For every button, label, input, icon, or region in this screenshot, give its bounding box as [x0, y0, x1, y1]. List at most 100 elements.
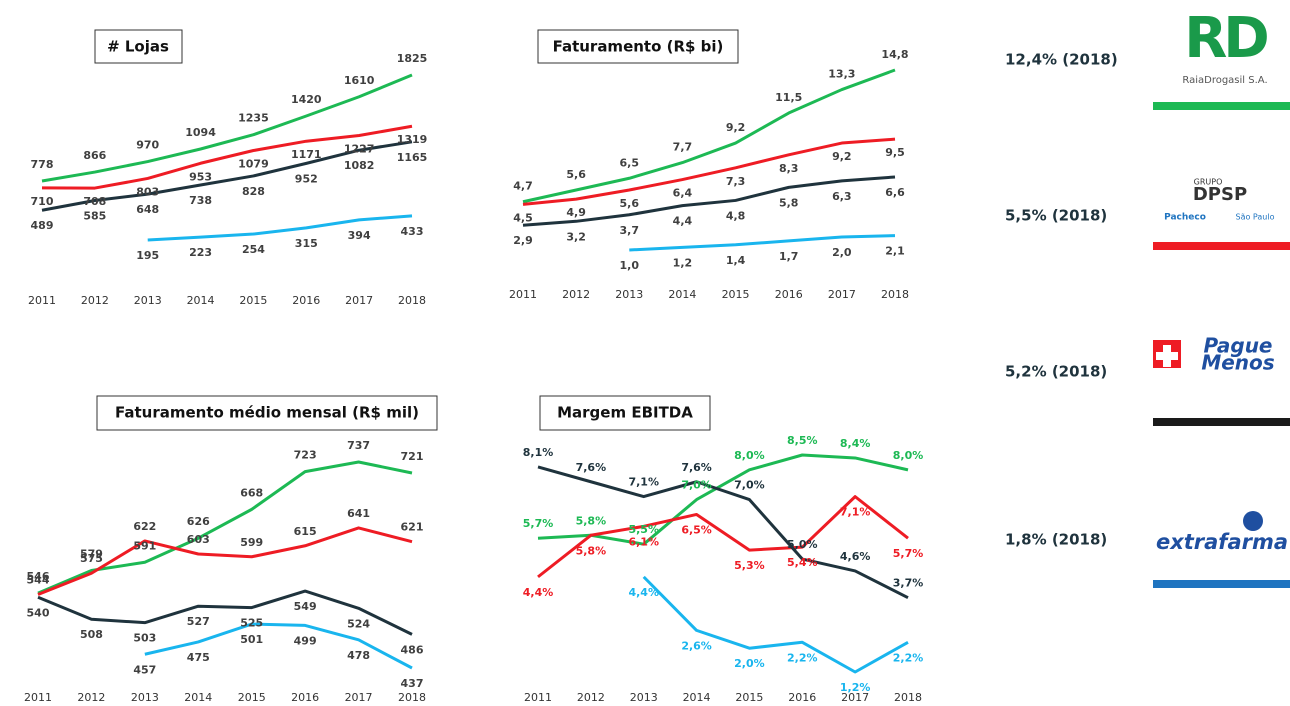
data-label: 866 [83, 149, 106, 162]
x-tick-label: 2015 [735, 691, 763, 704]
data-label: 7,1% [628, 476, 659, 489]
chart-title: Margem EBITDA [557, 404, 693, 422]
data-label: 527 [187, 615, 210, 628]
series-line [537, 465, 909, 600]
market-share: 12,4% (2018) [1005, 51, 1118, 69]
data-label: 254 [242, 243, 265, 256]
data-label: 3,7% [893, 577, 924, 590]
x-tick-label: 2015 [239, 294, 267, 307]
data-label: 2,2% [787, 651, 818, 664]
data-label: 475 [187, 651, 210, 664]
series-line [37, 526, 413, 596]
x-tick-label: 2018 [894, 691, 922, 704]
x-tick-label: 2015 [722, 288, 750, 301]
data-label: 970 [136, 139, 159, 152]
x-tick-label: 2017 [828, 288, 856, 301]
data-label: 8,4% [840, 437, 871, 450]
data-label: 4,4% [628, 586, 659, 599]
data-label: 9,5 [885, 146, 905, 159]
data-label: 14,8 [881, 48, 908, 61]
data-label: 585 [83, 210, 106, 223]
logo-text: GRUPO [1194, 178, 1223, 187]
data-label: 626 [187, 515, 210, 528]
logo-text: extrafarma [1156, 530, 1288, 554]
data-label: 803 [136, 185, 159, 198]
market-share: 5,2% (2018) [1005, 363, 1107, 381]
data-label: 8,0% [734, 449, 765, 462]
data-label: 3,2 [566, 230, 586, 243]
data-label: 5,7% [523, 517, 554, 530]
data-label: 8,3 [779, 162, 799, 175]
data-label: 499 [294, 634, 317, 647]
chart-title: Faturamento (R$ bi) [553, 38, 724, 56]
chart-title: # Lojas [107, 38, 169, 56]
x-tick-label: 2017 [345, 691, 373, 704]
data-label: 6,3 [832, 190, 852, 203]
series-line [537, 453, 909, 546]
data-label: 8,1% [523, 446, 554, 459]
data-label: 1082 [344, 159, 375, 172]
x-tick-label: 2018 [398, 294, 426, 307]
logo-text: RD [1184, 6, 1267, 71]
x-tick-label: 2011 [509, 288, 537, 301]
logo-icon [1243, 511, 1263, 531]
data-label: 738 [189, 194, 212, 207]
data-label: 5,7% [893, 547, 924, 560]
series-line [522, 68, 896, 204]
data-label: 1,2% [840, 681, 871, 694]
data-label: 7,1% [840, 506, 871, 519]
series-line [629, 234, 896, 252]
x-tick-label: 2011 [524, 691, 552, 704]
data-label: 6,6 [885, 186, 905, 199]
series-line [41, 73, 413, 183]
market-share: 1,8% (2018) [1005, 531, 1107, 549]
title-box [537, 29, 739, 64]
data-label: 7,0% [681, 479, 712, 492]
data-label: 737 [347, 439, 370, 452]
company-bar [1153, 418, 1290, 426]
data-label: 723 [294, 449, 317, 462]
data-label: 2,1 [885, 245, 905, 258]
data-label: 710 [31, 195, 54, 208]
data-label: 540 [27, 606, 50, 619]
data-label: 4,7 [513, 180, 533, 193]
data-label: 5,3% [734, 559, 765, 572]
data-label: 3,7 [620, 224, 640, 237]
data-label: 4,8 [726, 209, 746, 222]
data-label: 7,0% [734, 479, 765, 492]
data-label: 953 [189, 170, 212, 183]
data-label: 1079 [238, 158, 269, 171]
x-tick-label: 2011 [28, 294, 56, 307]
data-label: 9,2 [726, 121, 746, 134]
data-label: 5,0% [787, 538, 818, 551]
data-label: 9,2 [832, 150, 852, 163]
data-label: 7,6% [576, 461, 607, 474]
data-label: 13,3 [828, 68, 855, 81]
series-line [537, 495, 909, 579]
company-bar [1153, 580, 1290, 588]
data-label: 486 [401, 643, 424, 656]
data-label: 615 [294, 525, 317, 538]
x-tick-label: 2018 [398, 691, 426, 704]
data-label: 4,5 [513, 211, 533, 224]
market-share: 5,5% (2018) [1005, 207, 1107, 225]
data-label: 1825 [397, 52, 428, 65]
data-label: 508 [80, 628, 103, 641]
data-label: 1165 [397, 151, 428, 164]
x-tick-label: 2018 [881, 288, 909, 301]
data-label: 8,0% [893, 449, 924, 462]
series-line [41, 124, 413, 190]
data-label: 4,9 [566, 206, 586, 219]
series-line [522, 175, 896, 227]
x-tick-label: 2014 [683, 691, 711, 704]
data-label: 5,8 [779, 196, 799, 209]
data-label: 2,6% [681, 639, 712, 652]
data-label: 8,5% [787, 434, 818, 447]
data-label: 603 [187, 533, 210, 546]
x-tick-label: 2016 [775, 288, 803, 301]
data-label: 489 [31, 219, 54, 232]
data-label: 668 [240, 486, 263, 499]
data-label: 2,0% [734, 657, 765, 670]
data-label: 7,7 [673, 141, 693, 154]
